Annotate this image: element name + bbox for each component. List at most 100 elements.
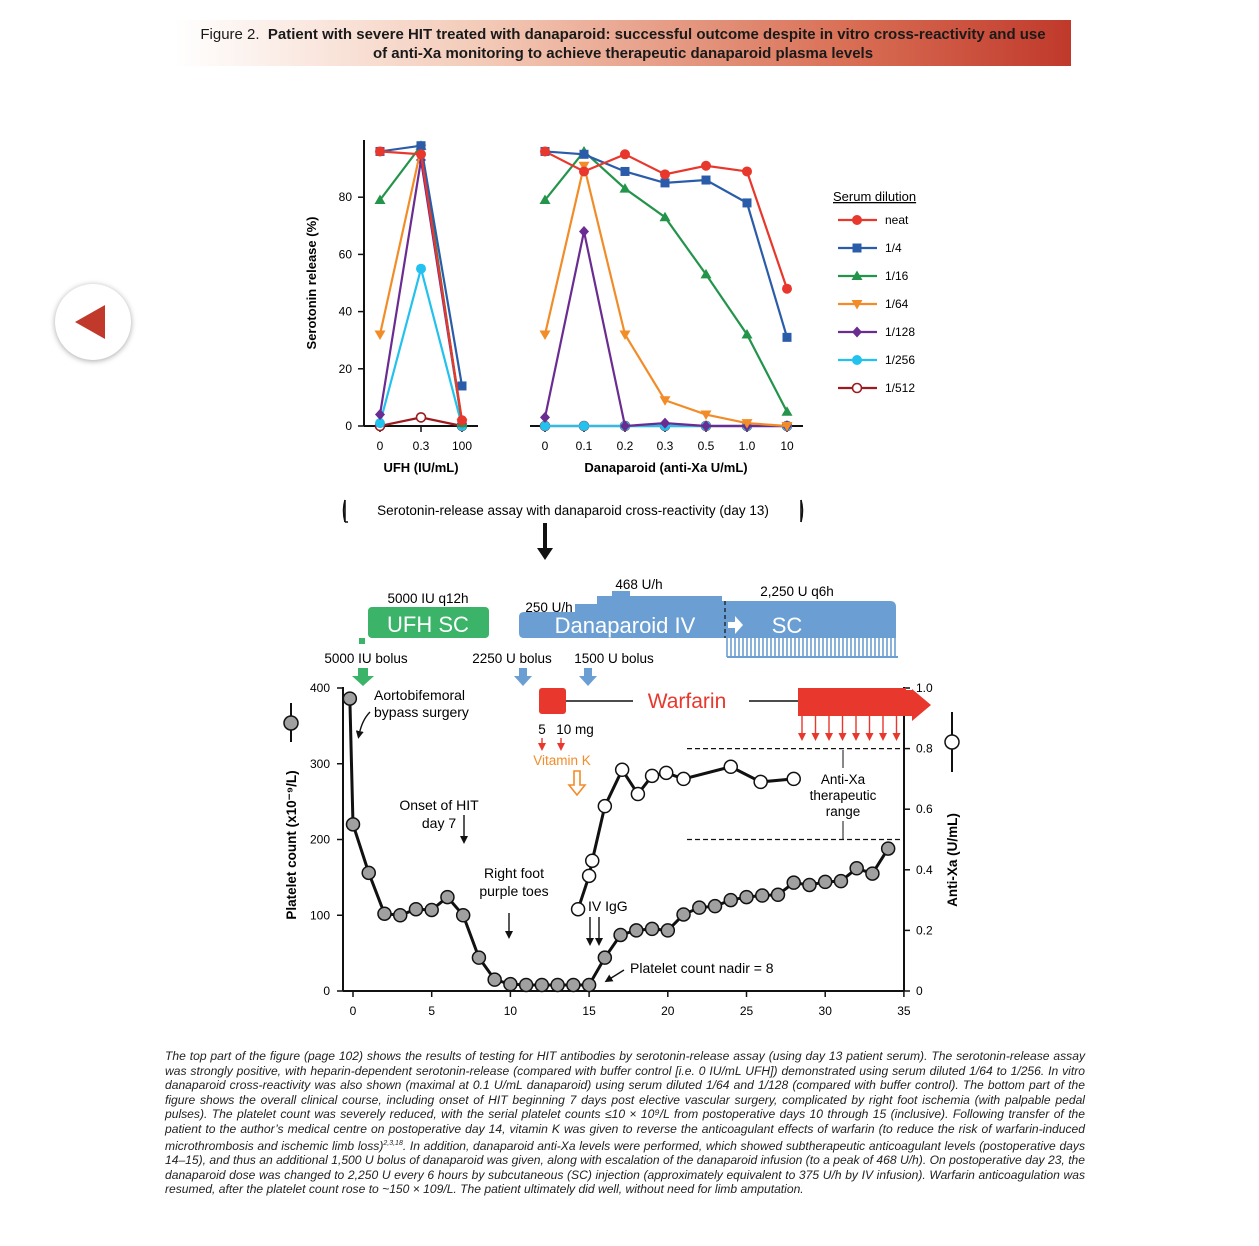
x-tick-label: 0.2 [617, 439, 634, 453]
platelet-point [613, 927, 628, 943]
data-point [539, 194, 551, 205]
legend-label: 1/16 [885, 269, 909, 283]
platelet-point [455, 908, 471, 923]
clinical-course-chart: Serotonin-release assay with danaparoid … [283, 499, 960, 1018]
dose-468-label: 468 U/h [615, 577, 662, 592]
left-key-marker [283, 715, 299, 731]
x-tick-label: 1.0 [739, 439, 756, 453]
platelet-point [833, 873, 849, 889]
x-tick-label: 30 [819, 1004, 833, 1018]
bolus-2250-arrow [514, 668, 532, 686]
ufh-dose-label: 5000 IU q12h [387, 591, 468, 606]
data-point [741, 419, 753, 429]
platelet-point [817, 874, 833, 890]
surgery-label: bypass surgery [374, 704, 469, 720]
y-tick-label-left: 200 [310, 833, 330, 847]
data-point [540, 146, 550, 157]
x-tick-label: 100 [452, 439, 472, 453]
legend-marker [851, 270, 863, 280]
legend-marker [851, 300, 863, 310]
anti-xa-point [584, 853, 600, 868]
platelet-point [440, 889, 455, 905]
anti-xa-point [630, 786, 646, 802]
bracket-curve [342, 499, 804, 523]
platelet-point [597, 950, 613, 965]
legend-label: neat [885, 213, 909, 227]
series-1-64 [374, 144, 793, 432]
platelet-point [518, 977, 534, 993]
ufh-bolus-arrow [352, 668, 374, 686]
x-tick-label: 0.3 [413, 439, 430, 453]
data-point [457, 381, 467, 391]
anti-xa-point [614, 762, 630, 778]
vitamin-k-label: Vitamin K [533, 753, 591, 768]
series-1-256 [375, 263, 792, 431]
ufh-bolus-mark [359, 638, 365, 644]
platelet-point [342, 691, 358, 706]
y-tick-label: 60 [339, 247, 353, 261]
data-point [619, 183, 631, 193]
legend-marker [852, 326, 862, 338]
serotonin-release-chart: 0 20 40 60 80 Serotonin release (%) 0 0.3 100 0 0.… [304, 140, 916, 475]
legend-label: 1/64 [885, 297, 909, 311]
x-tick-label: 25 [740, 1004, 754, 1018]
legend-marker [852, 355, 862, 365]
data-point [540, 411, 550, 423]
data-point [660, 178, 670, 188]
data-point [781, 422, 793, 432]
bracket-label: Serotonin-release assay with danaparoid … [377, 503, 769, 518]
y-tick-label-right: 0 [916, 984, 923, 998]
data-point [416, 141, 426, 151]
x-axis-label-ufh: UFH (IU/mL) [383, 460, 458, 475]
platelet-point [644, 921, 660, 937]
data-point [579, 166, 589, 177]
y-tick-label: 40 [339, 305, 353, 319]
data-point [620, 420, 630, 432]
platelet-point [392, 908, 408, 923]
data-point [742, 166, 752, 177]
legend-label: 1/128 [885, 325, 915, 339]
back-button[interactable] [55, 284, 131, 360]
legend-marker [851, 382, 863, 394]
caption-refs: 2,3,18 [383, 1139, 403, 1147]
legend-label: 1/4 [885, 241, 902, 255]
anti-xa-point [658, 765, 674, 781]
left-triangle-icon [75, 305, 105, 339]
platelet-point [503, 976, 518, 992]
anti-xa-point [581, 868, 597, 884]
data-point [375, 409, 385, 421]
platelet-point [676, 907, 691, 922]
data-point [579, 421, 589, 431]
data-point [579, 149, 589, 159]
y-tick-label-right: 0.8 [916, 742, 933, 756]
legend-label: 1/256 [885, 353, 915, 367]
data-point [457, 415, 467, 426]
figure-title: Patient with severe HIT treated with dan… [267, 26, 1046, 43]
data-point [620, 166, 630, 176]
y-axis-label: Serotonin release (%) [304, 217, 319, 350]
data-point [659, 396, 671, 406]
x-tick-label: 10 [504, 1004, 518, 1018]
data-point [781, 406, 793, 416]
platelet-point [770, 887, 786, 903]
platelet-point [660, 923, 676, 938]
data-point [782, 283, 792, 294]
data-point [700, 268, 712, 279]
iv-to-sc-arrow [728, 616, 743, 634]
ivig-label: IV IgG [588, 898, 628, 914]
data-point [416, 263, 426, 274]
platelet-point [345, 817, 361, 832]
data-point [701, 175, 711, 185]
platelet-point [707, 898, 723, 914]
x-tick-label: 5 [428, 1004, 435, 1018]
hit-onset-label: Onset of HIT [399, 797, 479, 813]
range-label: therapeutic [810, 788, 877, 803]
dose-2250-label: 2,250 U q6h [760, 584, 834, 599]
danaparoid-sc-label: SC [772, 613, 803, 638]
figure-label: Figure 2. [200, 26, 260, 43]
series-neat [375, 146, 792, 426]
x-tick-label: 20 [661, 1004, 675, 1018]
series-1-16 [374, 140, 793, 428]
platelet-point [424, 902, 439, 918]
toes-label: Right foot [484, 865, 544, 881]
